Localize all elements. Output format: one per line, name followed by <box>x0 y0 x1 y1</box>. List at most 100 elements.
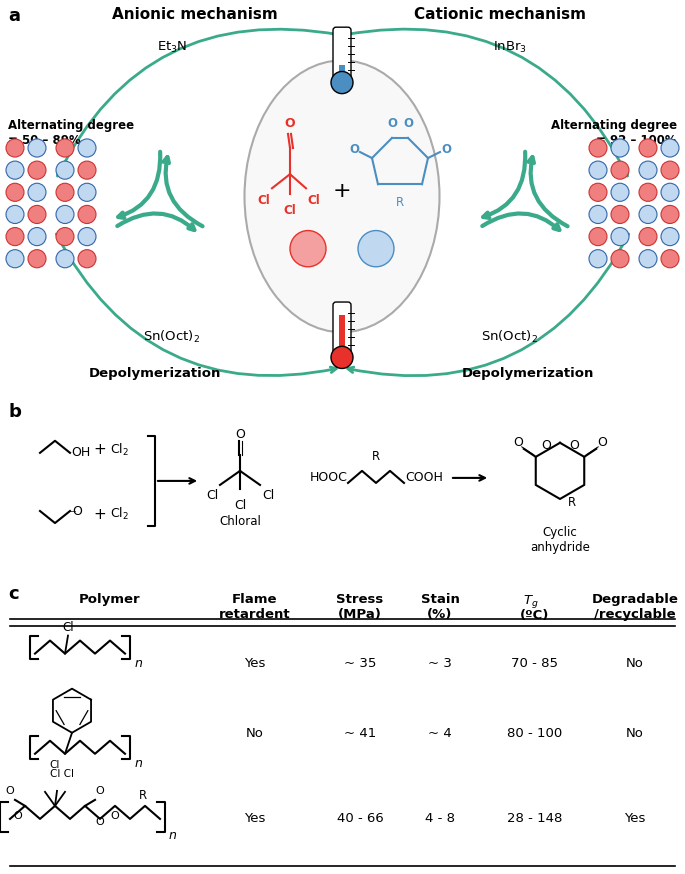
Text: O: O <box>110 811 119 821</box>
Text: R: R <box>568 496 576 509</box>
Text: Cl: Cl <box>262 489 274 502</box>
Text: +: + <box>94 442 106 457</box>
Circle shape <box>661 250 679 267</box>
Circle shape <box>639 205 657 224</box>
Circle shape <box>56 139 74 157</box>
Text: Et$_3$N: Et$_3$N <box>157 40 187 55</box>
Text: Cl: Cl <box>62 621 74 634</box>
Text: Cl: Cl <box>206 489 218 502</box>
Circle shape <box>28 139 46 157</box>
Text: Cl$_2$: Cl$_2$ <box>110 506 129 522</box>
Text: Cationic mechanism: Cationic mechanism <box>414 7 586 22</box>
Text: Cl: Cl <box>234 499 246 512</box>
Text: O: O <box>96 786 104 796</box>
Text: Sn(Oct)$_2$: Sn(Oct)$_2$ <box>482 329 538 345</box>
Circle shape <box>611 161 629 179</box>
Circle shape <box>639 184 657 201</box>
Text: Sn(Oct)$_2$: Sn(Oct)$_2$ <box>143 329 201 345</box>
Text: +: + <box>94 507 106 522</box>
Text: Stress
(MPa): Stress (MPa) <box>336 593 384 621</box>
Circle shape <box>56 184 74 201</box>
Text: 70 - 85: 70 - 85 <box>512 657 558 670</box>
FancyBboxPatch shape <box>333 302 351 364</box>
Text: Flame
retardent: Flame retardent <box>219 593 291 621</box>
Text: O: O <box>285 117 295 130</box>
Circle shape <box>6 161 24 179</box>
Text: O: O <box>349 142 359 156</box>
Text: Cyclic
anhydride: Cyclic anhydride <box>530 526 590 554</box>
Circle shape <box>611 227 629 246</box>
Text: Cl Cl: Cl Cl <box>50 769 74 779</box>
Text: = 92 – 100%: = 92 – 100% <box>597 135 677 148</box>
Text: O: O <box>541 439 551 452</box>
Text: O: O <box>569 439 579 452</box>
Circle shape <box>56 205 74 224</box>
Circle shape <box>78 250 96 267</box>
Text: HOOC: HOOC <box>310 471 348 484</box>
Text: Depolymerization: Depolymerization <box>462 366 594 379</box>
Circle shape <box>28 205 46 224</box>
Text: COOH: COOH <box>405 471 443 484</box>
Text: Anionic mechanism: Anionic mechanism <box>112 7 278 22</box>
Text: 4 - 8: 4 - 8 <box>425 813 455 825</box>
Circle shape <box>661 161 679 179</box>
Text: OH: OH <box>71 447 90 460</box>
Circle shape <box>611 139 629 157</box>
Circle shape <box>78 205 96 224</box>
Text: O: O <box>235 427 245 440</box>
Circle shape <box>661 205 679 224</box>
Circle shape <box>56 227 74 246</box>
Text: O: O <box>5 786 14 796</box>
Text: c: c <box>8 586 18 603</box>
Text: (ºC): (ºC) <box>521 608 549 621</box>
Text: Alternating degree: Alternating degree <box>8 120 134 132</box>
Circle shape <box>290 231 326 267</box>
Circle shape <box>6 184 24 201</box>
Text: a: a <box>8 7 20 25</box>
Circle shape <box>56 250 74 267</box>
Text: $n$: $n$ <box>168 829 177 843</box>
Circle shape <box>331 72 353 94</box>
Text: R: R <box>139 789 147 801</box>
Text: ~ 35: ~ 35 <box>344 657 376 670</box>
Text: $\it{T}$$_g$: $\it{T}$$_g$ <box>523 593 539 610</box>
Circle shape <box>589 205 607 224</box>
Bar <box>339 66 345 80</box>
Text: InBr$_3$: InBr$_3$ <box>493 40 527 55</box>
Text: No: No <box>626 657 644 670</box>
Text: O: O <box>72 504 82 517</box>
Text: Stain
(%): Stain (%) <box>421 593 460 621</box>
Circle shape <box>6 227 24 246</box>
Text: b: b <box>8 403 21 420</box>
Circle shape <box>358 231 394 267</box>
Circle shape <box>28 161 46 179</box>
Circle shape <box>639 139 657 157</box>
Circle shape <box>28 227 46 246</box>
Text: 28 - 148: 28 - 148 <box>508 813 562 825</box>
Text: ~ 41: ~ 41 <box>344 727 376 740</box>
Circle shape <box>611 184 629 201</box>
Circle shape <box>78 184 96 201</box>
Circle shape <box>611 205 629 224</box>
Ellipse shape <box>245 60 440 332</box>
Text: R: R <box>396 197 404 209</box>
Text: Cl$_2$: Cl$_2$ <box>110 441 129 458</box>
Text: Polymer: Polymer <box>79 593 141 607</box>
Text: ~ 3: ~ 3 <box>428 657 452 670</box>
Text: 40 - 66: 40 - 66 <box>336 813 384 825</box>
Text: O: O <box>441 142 451 156</box>
Circle shape <box>28 184 46 201</box>
Text: Degradable
/recyclable: Degradable /recyclable <box>592 593 678 621</box>
Text: No: No <box>246 727 264 740</box>
Circle shape <box>639 161 657 179</box>
Text: Yes: Yes <box>245 813 266 825</box>
Bar <box>339 316 345 356</box>
Text: O: O <box>403 117 413 130</box>
Circle shape <box>589 161 607 179</box>
Text: = 50 – 89%: = 50 – 89% <box>8 135 81 148</box>
Text: Cl: Cl <box>50 760 60 770</box>
Text: O: O <box>96 817 104 827</box>
Circle shape <box>661 139 679 157</box>
Circle shape <box>78 227 96 246</box>
Text: 80 - 100: 80 - 100 <box>508 727 562 740</box>
